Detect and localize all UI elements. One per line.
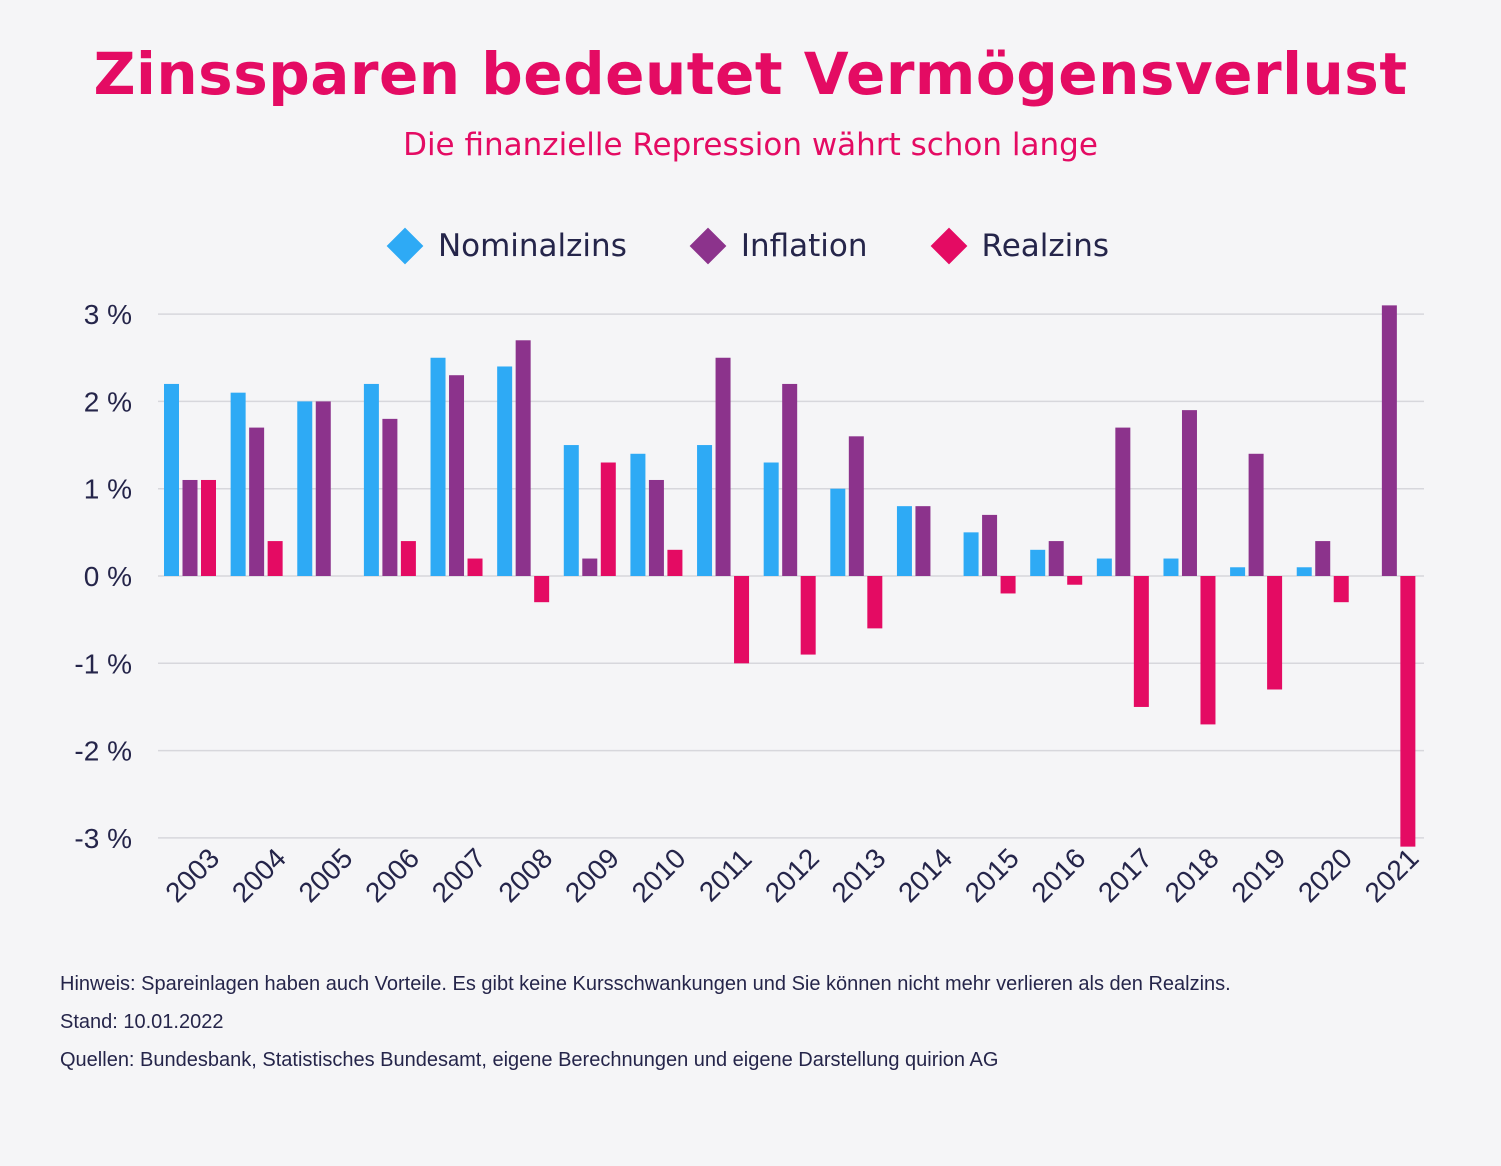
- y-tick-label: 1 %: [84, 474, 132, 505]
- x-tick-label: 2007: [426, 842, 492, 908]
- bar-inflation-2005: [315, 401, 331, 576]
- bar-inflation-2011: [715, 357, 731, 576]
- legend-label-nominalzins: Nominalzins: [437, 228, 627, 264]
- bar-nominalzins-2007: [430, 357, 446, 576]
- bar-inflation-2021: [1381, 305, 1397, 576]
- bar-nominalzins-2012: [763, 462, 779, 576]
- bar-inflation-2006: [382, 418, 398, 576]
- bar-realzins-2017: [1133, 576, 1149, 707]
- y-tick-label: -2 %: [74, 736, 132, 767]
- bar-realzins-2012: [800, 576, 816, 655]
- bar-inflation-2012: [782, 383, 798, 576]
- bar-nominalzins-2003: [164, 383, 179, 576]
- legend-item-nominalzins[interactable]: Nominalzins: [386, 227, 627, 265]
- y-tick-label: 2 %: [84, 386, 132, 417]
- bar-realzins-2016: [1067, 576, 1083, 585]
- x-tick-label: 2018: [1159, 842, 1225, 908]
- bar-inflation-2003: [182, 479, 198, 576]
- x-tick-label: 2010: [626, 842, 692, 908]
- bar-nominalzins-2014: [896, 506, 912, 576]
- legend-label-realzins: Realzins: [981, 228, 1110, 264]
- x-tick-label: 2015: [959, 842, 1025, 908]
- note-stand: Stand: 10.01.2022: [60, 1011, 224, 1033]
- bar-inflation-2013: [848, 436, 864, 576]
- bar-realzins-2013: [867, 576, 883, 629]
- x-tick-label: 2017: [1092, 842, 1158, 908]
- bar-nominalzins-2018: [1163, 558, 1179, 576]
- x-tick-label: 2008: [492, 842, 558, 908]
- chart-subtitle: Die finanzielle Repression währt schon l…: [403, 127, 1098, 163]
- bar-realzins-2020: [1333, 576, 1349, 603]
- y-tick-label: 3 %: [84, 299, 132, 330]
- bar-nominalzins-2008: [497, 366, 513, 576]
- x-tick-label: 2014: [892, 842, 958, 908]
- legend-item-inflation[interactable]: Inflation: [689, 227, 868, 265]
- bar-inflation-2008: [515, 340, 531, 576]
- legend-label-inflation: Inflation: [740, 228, 868, 264]
- y-tick-label: 0 %: [84, 561, 132, 592]
- bar-inflation-2010: [648, 479, 664, 576]
- bar-realzins-2015: [1000, 576, 1016, 594]
- bar-inflation-2015: [982, 514, 998, 576]
- bar-realzins-2010: [667, 549, 683, 576]
- bar-nominalzins-2011: [697, 445, 713, 576]
- bar-nominalzins-2017: [1096, 558, 1112, 576]
- x-tick-label: 2020: [1292, 842, 1358, 908]
- bar-nominalzins-2019: [1230, 567, 1246, 576]
- bar-realzins-2011: [734, 576, 750, 664]
- x-tick-label: 2012: [759, 842, 825, 908]
- x-tick-label: 2005: [293, 842, 359, 908]
- bar-nominalzins-2010: [630, 453, 646, 576]
- y-tick-label: -1 %: [74, 648, 132, 679]
- bar-inflation-2004: [249, 427, 265, 576]
- x-tick-label: 2003: [159, 842, 225, 908]
- x-tick-label: 2004: [226, 842, 292, 908]
- x-tick-label: 2006: [359, 842, 425, 908]
- bar-nominalzins-2005: [297, 401, 313, 576]
- bar-realzins-2019: [1267, 576, 1283, 690]
- bar-realzins-2004: [267, 541, 283, 576]
- x-tick-label: 2011: [693, 843, 758, 908]
- bar-realzins-2008: [534, 576, 550, 603]
- bar-nominalzins-2006: [363, 383, 379, 576]
- note-quellen: Quellen: Bundesbank, Statistisches Bunde…: [60, 1049, 999, 1071]
- bar-inflation-2017: [1115, 427, 1131, 576]
- bar-inflation-2018: [1181, 410, 1197, 576]
- chart-title: Zinssparen bedeutet Vermögensverlust: [93, 40, 1408, 108]
- bar-realzins-2003: [201, 479, 216, 576]
- bar-realzins-2021: [1400, 576, 1416, 847]
- bar-nominalzins-2009: [563, 445, 579, 576]
- legend: Nominalzins Inflation Realzins: [0, 227, 1501, 265]
- bar-nominalzins-2004: [230, 392, 246, 576]
- legend-item-realzins[interactable]: Realzins: [930, 227, 1110, 265]
- bar-inflation-2020: [1315, 541, 1331, 576]
- bar-realzins-2006: [400, 541, 416, 576]
- x-tick-label: 2021: [1359, 842, 1425, 908]
- bar-inflation-2016: [1048, 541, 1064, 576]
- y-tick-label: -3 %: [74, 823, 132, 854]
- bar-nominalzins-2015: [963, 532, 979, 576]
- bar-inflation-2014: [915, 506, 931, 576]
- bar-nominalzins-2020: [1296, 567, 1312, 576]
- bar-nominalzins-2013: [830, 488, 846, 576]
- x-tick-label: 2016: [1026, 842, 1092, 908]
- x-tick-label: 2009: [559, 842, 625, 908]
- note-hinweis: Hinweis: Spareinlagen haben auch Vorteil…: [60, 973, 1231, 995]
- bar-inflation-2009: [582, 558, 598, 576]
- bar-nominalzins-2016: [1030, 549, 1046, 576]
- bar-inflation-2019: [1248, 453, 1264, 576]
- footnotes: Hinweis: Spareinlagen haben auch Vorteil…: [60, 970, 1350, 1084]
- x-tick-label: 2013: [826, 842, 892, 908]
- x-tick-label: 2019: [1225, 842, 1291, 908]
- bar-inflation-2007: [449, 375, 465, 576]
- bar-realzins-2018: [1200, 576, 1216, 725]
- bar-realzins-2007: [467, 558, 483, 576]
- bar-realzins-2009: [600, 462, 616, 576]
